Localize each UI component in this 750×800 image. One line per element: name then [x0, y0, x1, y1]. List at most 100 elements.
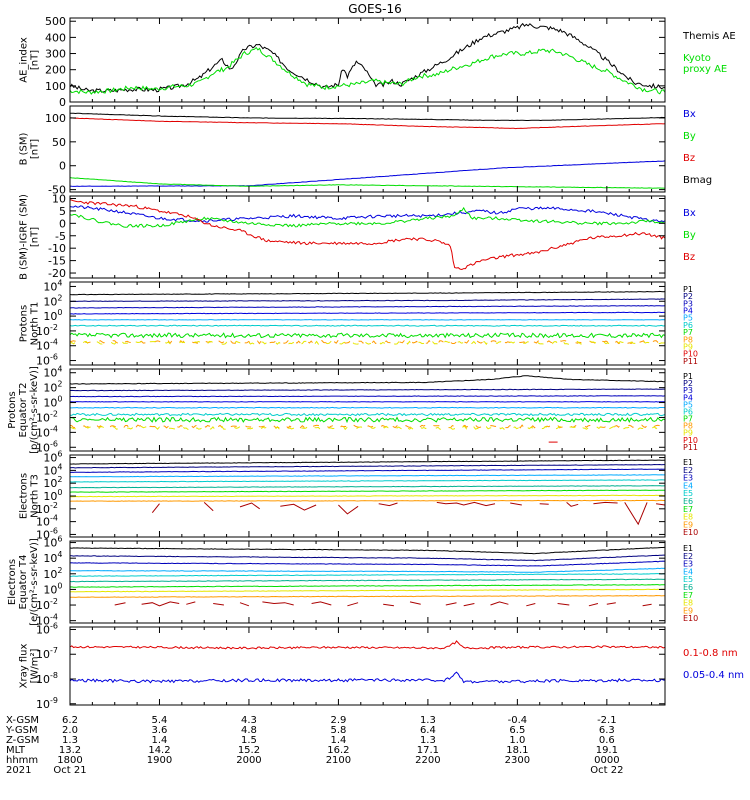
- ephemeris-value: 6.5: [509, 725, 525, 736]
- series-line-e10: [445, 602, 457, 606]
- legend-label: E6: [683, 497, 693, 506]
- panel-frame: [69, 368, 666, 452]
- y-tick-label: 0: [59, 217, 66, 230]
- y-tick-label: -15: [48, 255, 66, 268]
- series-line-e3: [69, 468, 666, 473]
- series-line-e9: [69, 499, 665, 502]
- legend-label: Themis AE: [682, 31, 736, 42]
- ephemeris-value: 4.8: [241, 725, 257, 736]
- legend-label: P5: [683, 400, 693, 409]
- y-axis-label: North T1: [30, 302, 41, 346]
- series-line-e10: [347, 602, 359, 607]
- panel-b_sm: -50 0 50 100 B (SM) [nT] Bx By Bz Bmag: [19, 105, 712, 197]
- ephemeris-value: 14.2: [148, 745, 170, 756]
- legend-label: P10: [683, 436, 698, 445]
- series-line-e10: [436, 501, 496, 507]
- y-tick-label: 200: [45, 64, 66, 77]
- legend-label: P7: [683, 328, 693, 337]
- series-line-p6: [69, 412, 666, 417]
- y-axis-label: Protons: [7, 391, 18, 428]
- ephemeris-value: 13.2: [59, 745, 81, 756]
- legend-label: P2: [683, 379, 693, 388]
- series-line-e10: [311, 601, 332, 606]
- series-line-p6: [69, 324, 666, 327]
- y-axis-label: Xray flux: [19, 644, 30, 689]
- y-tick-label: 10: [52, 192, 66, 205]
- ephemeris-row-label: X-GSM: [6, 715, 39, 726]
- y-tick-label: 400: [45, 31, 66, 44]
- series-line-p7: [69, 416, 666, 424]
- y-axis-label: [e/(cm²-s-sr-keV)]: [29, 538, 40, 626]
- y-tick-label: 100: [45, 112, 66, 125]
- y-tick-label: 100: [43, 308, 62, 323]
- series-line-e5: [69, 573, 666, 577]
- ephemeris-value: 1.3: [62, 735, 78, 746]
- y-axis-label: [nT]: [30, 227, 41, 247]
- ephemeris-value: 2.9: [330, 715, 346, 726]
- y-tick-label: 104: [43, 550, 62, 565]
- panel-frame: [69, 17, 666, 103]
- legend-label: E1: [683, 544, 693, 553]
- ephemeris-value: 2200: [415, 755, 440, 766]
- legend-label: proxy AE: [683, 64, 727, 75]
- panel-frame: [69, 281, 666, 366]
- legend-label: Bx: [683, 109, 696, 120]
- ephemeris-value: 17.1: [417, 745, 439, 756]
- panel-frame: [69, 626, 666, 706]
- legend-label: P11: [683, 357, 698, 366]
- ephemeris-value: 6.2: [62, 715, 78, 726]
- y-axis-label: AE_index: [19, 37, 30, 83]
- y-axis-label: [W/m²]: [30, 648, 41, 683]
- series-line-e2: [69, 463, 665, 469]
- series-line-e10: [463, 603, 475, 607]
- ephemeris-value: 15.2: [238, 745, 260, 756]
- panel-frame: [69, 540, 666, 624]
- y-tick-label: -20: [48, 267, 66, 280]
- series-line-bz: [70, 117, 666, 130]
- series-line-e10: [526, 603, 536, 607]
- ephemeris-value: 2.0: [62, 725, 78, 736]
- legend-label: P6: [683, 407, 693, 416]
- series-line-p3: [70, 395, 666, 398]
- legend-label: E9: [683, 520, 693, 529]
- y-axis-label: [p/(cm²-s-sr-keV)]: [29, 366, 40, 454]
- ephemeris-value: Oct 22: [590, 765, 623, 776]
- series-line-e10: [566, 502, 579, 507]
- legend-label: P6: [683, 321, 693, 330]
- y-tick-label: 10-6: [36, 353, 58, 368]
- series-line-e10: [539, 503, 549, 505]
- series-line-bx: [69, 205, 666, 223]
- y-tick-label: 5: [59, 205, 66, 218]
- legend-label: E8: [683, 599, 693, 608]
- legend-label: E6: [683, 583, 693, 592]
- series-line-e10: [409, 601, 421, 605]
- series-line-e10: [593, 501, 618, 505]
- legend-label: E9: [683, 606, 693, 615]
- legend-label: E8: [683, 513, 693, 522]
- legend-label: P3: [683, 386, 693, 395]
- chart-title: GOES-16: [348, 2, 402, 16]
- y-axis-label: Equator T4: [18, 555, 29, 610]
- y-tick-label: 102: [43, 293, 62, 308]
- series-line-e2: [69, 554, 665, 562]
- ephemeris-value: -0.4: [508, 715, 528, 726]
- series-line-kyoto-proxy-ae: [69, 46, 666, 95]
- legend-label: E3: [683, 560, 693, 569]
- legend-label: E3: [683, 474, 693, 483]
- y-tick-label: 100: [43, 488, 62, 503]
- ephemeris-value: 19.1: [596, 745, 618, 756]
- series-line-e4: [69, 474, 665, 478]
- ephemeris-value: -2.1: [597, 715, 617, 726]
- legend-label: P9: [683, 429, 693, 438]
- series-line-e7: [69, 584, 665, 588]
- legend-label: E4: [683, 567, 693, 576]
- ephemeris-value: 2000: [236, 755, 261, 766]
- y-axis-label: [nT]: [30, 50, 41, 70]
- legend-label: P10: [683, 350, 698, 359]
- ephemeris-value: 1.3: [420, 735, 436, 746]
